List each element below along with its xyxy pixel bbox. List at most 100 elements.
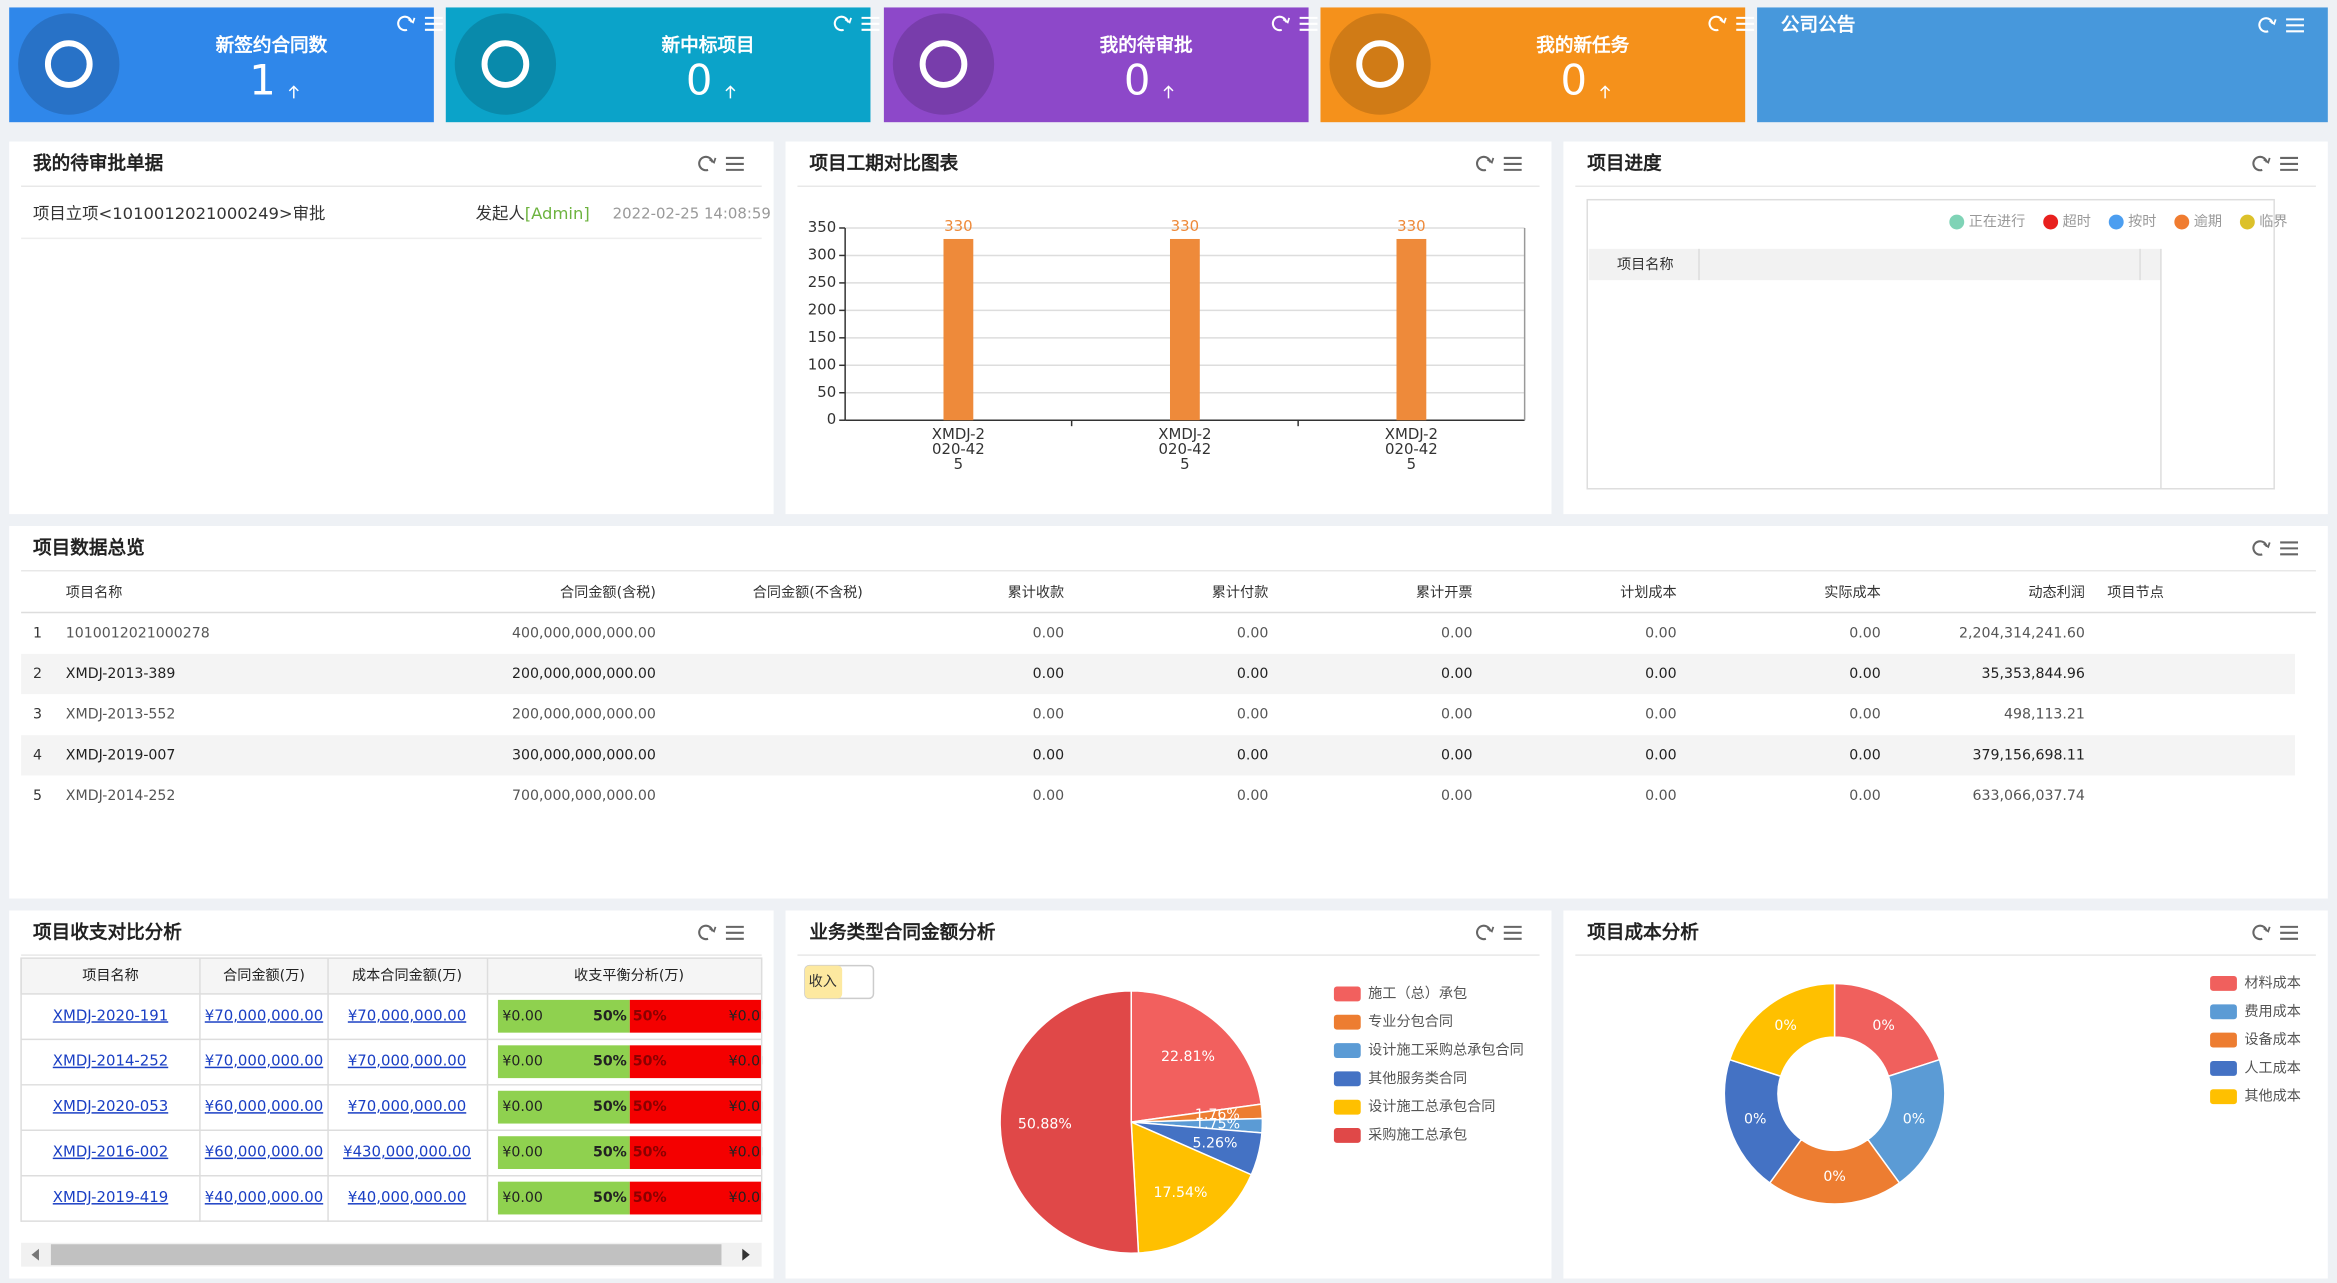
legend-label: 设计施工采购总承包合同 [1368,1043,1524,1059]
panel-tools[interactable] [1476,155,1522,172]
stat-card[interactable] [1320,7,1746,123]
bar[interactable] [1396,238,1427,421]
cell: 0.00 [1645,747,1677,763]
panel-tools[interactable] [2252,540,2299,556]
bar[interactable] [943,238,974,421]
project-link: XMDJ-2014-252 [53,1052,168,1070]
panel-tools[interactable] [1476,924,1522,941]
amount-link: ¥40,000,000.00 [348,1188,466,1206]
panel-tools[interactable] [2252,924,2299,941]
legend-swatch [1333,986,1361,1002]
cell: XMDJ-2013-389 [66,666,176,682]
cell: 200,000,000,000.00 [512,666,656,682]
legend-dot [1949,214,1965,230]
cell: 0.00 [1645,707,1677,723]
card-icon [44,40,93,88]
column-header: 项目名称 [66,585,123,601]
trend-arrow [1600,85,1611,99]
bar[interactable] [1169,238,1200,421]
refresh-icon[interactable] [1476,155,1492,172]
cell: 0.00 [1645,788,1677,804]
refresh-icon[interactable] [833,15,850,32]
income-bar [497,1045,630,1079]
refresh-icon[interactable] [1476,924,1492,941]
legend-dot [2239,214,2255,230]
refresh-icon[interactable] [397,15,413,32]
panel-tools[interactable] [2258,17,2304,33]
row-stripe [21,735,2296,776]
panel-tools[interactable] [1271,15,1318,32]
slice[interactable] [999,990,1140,1254]
card-icon-bg [18,13,120,115]
refresh-icon[interactable] [2258,17,2274,33]
announcement-title: 公司公告 [1781,14,1855,36]
amount-link: ¥70,000,000.00 [348,1052,466,1070]
panel-title: 项目收支对比分析 [33,921,182,943]
toggle-on [804,965,843,999]
slice-label: 0% [1774,1018,1796,1034]
slice[interactable] [1728,982,1836,1078]
card-icon-bg [1329,13,1431,115]
cell: 0.00 [1033,707,1065,723]
refresh-arrow [2263,157,2271,164]
panel-tools[interactable] [1708,15,1755,32]
expense-bar [629,1181,762,1215]
row-number: 1 [33,625,42,641]
refresh-icon[interactable] [2252,540,2268,556]
cell: 0.00 [1237,625,1268,641]
panel-tools[interactable] [698,155,744,172]
stat-card[interactable] [9,7,434,123]
income-bar [497,999,630,1033]
refresh-icon[interactable] [698,155,714,172]
legend-dot [2108,214,2124,230]
cell: 0.00 [1237,666,1268,682]
x-tick-label: XMDJ-2 020-42 5 [932,425,985,473]
legend-swatch [2210,976,2237,991]
scroll-right[interactable] [742,1248,750,1261]
value-label: 330 [1171,217,1199,235]
pending-time: 2022-02-25 14:08:59 [613,205,771,223]
toggle-label: 收入 [809,974,837,990]
income-share: 50% [593,1054,627,1070]
y-tick-label: 100 [808,355,836,373]
panel-tools[interactable] [397,15,443,32]
refresh-arrow [2269,19,2277,26]
cell: 0.00 [1033,788,1065,804]
cell: XMDJ-2013-552 [66,707,176,723]
trend-arrow [725,85,736,99]
legend-swatch [2210,1004,2237,1020]
cell: 0.00 [1441,788,1473,804]
panel-title: 项目成本分析 [1587,921,1699,943]
row-number: 3 [33,707,42,723]
card-value: 0 [1561,55,1588,104]
panel-tools[interactable] [698,924,744,941]
cell: 700,000,000,000.00 [512,788,656,804]
slice[interactable] [1130,1120,1253,1254]
slice-label: 5.26% [1193,1135,1238,1151]
legend-label: 逾期 [2194,214,2222,230]
refresh-icon[interactable] [2252,155,2268,172]
slice-label: 0% [1744,1112,1766,1128]
slice[interactable] [1130,990,1262,1123]
refresh-icon[interactable] [698,924,714,941]
cell: 0.00 [1645,666,1677,682]
panel-tools[interactable] [833,15,880,32]
legend-swatch [1333,1014,1361,1030]
refresh-icon[interactable] [1708,15,1724,32]
scroll-left[interactable] [31,1248,39,1261]
white-mask [762,958,773,1257]
amount-link: ¥70,000,000.00 [205,1052,323,1070]
stat-card[interactable] [445,7,871,123]
expense: ¥0.00 [729,1145,769,1161]
y-tick-label: 50 [817,383,836,401]
cell: 2,204,314,241.60 [1959,625,2085,641]
refresh-icon[interactable] [1271,15,1288,32]
refresh-icon[interactable] [2252,924,2268,941]
panel-title: 项目进度 [1587,152,1662,174]
panel [9,141,774,515]
stat-card[interactable] [883,7,1309,123]
refresh-arrow [1282,17,1291,24]
panel-tools[interactable] [2252,155,2299,172]
scroll-thumb[interactable] [50,1244,722,1266]
amount-link: ¥40,000,000.00 [205,1188,323,1206]
